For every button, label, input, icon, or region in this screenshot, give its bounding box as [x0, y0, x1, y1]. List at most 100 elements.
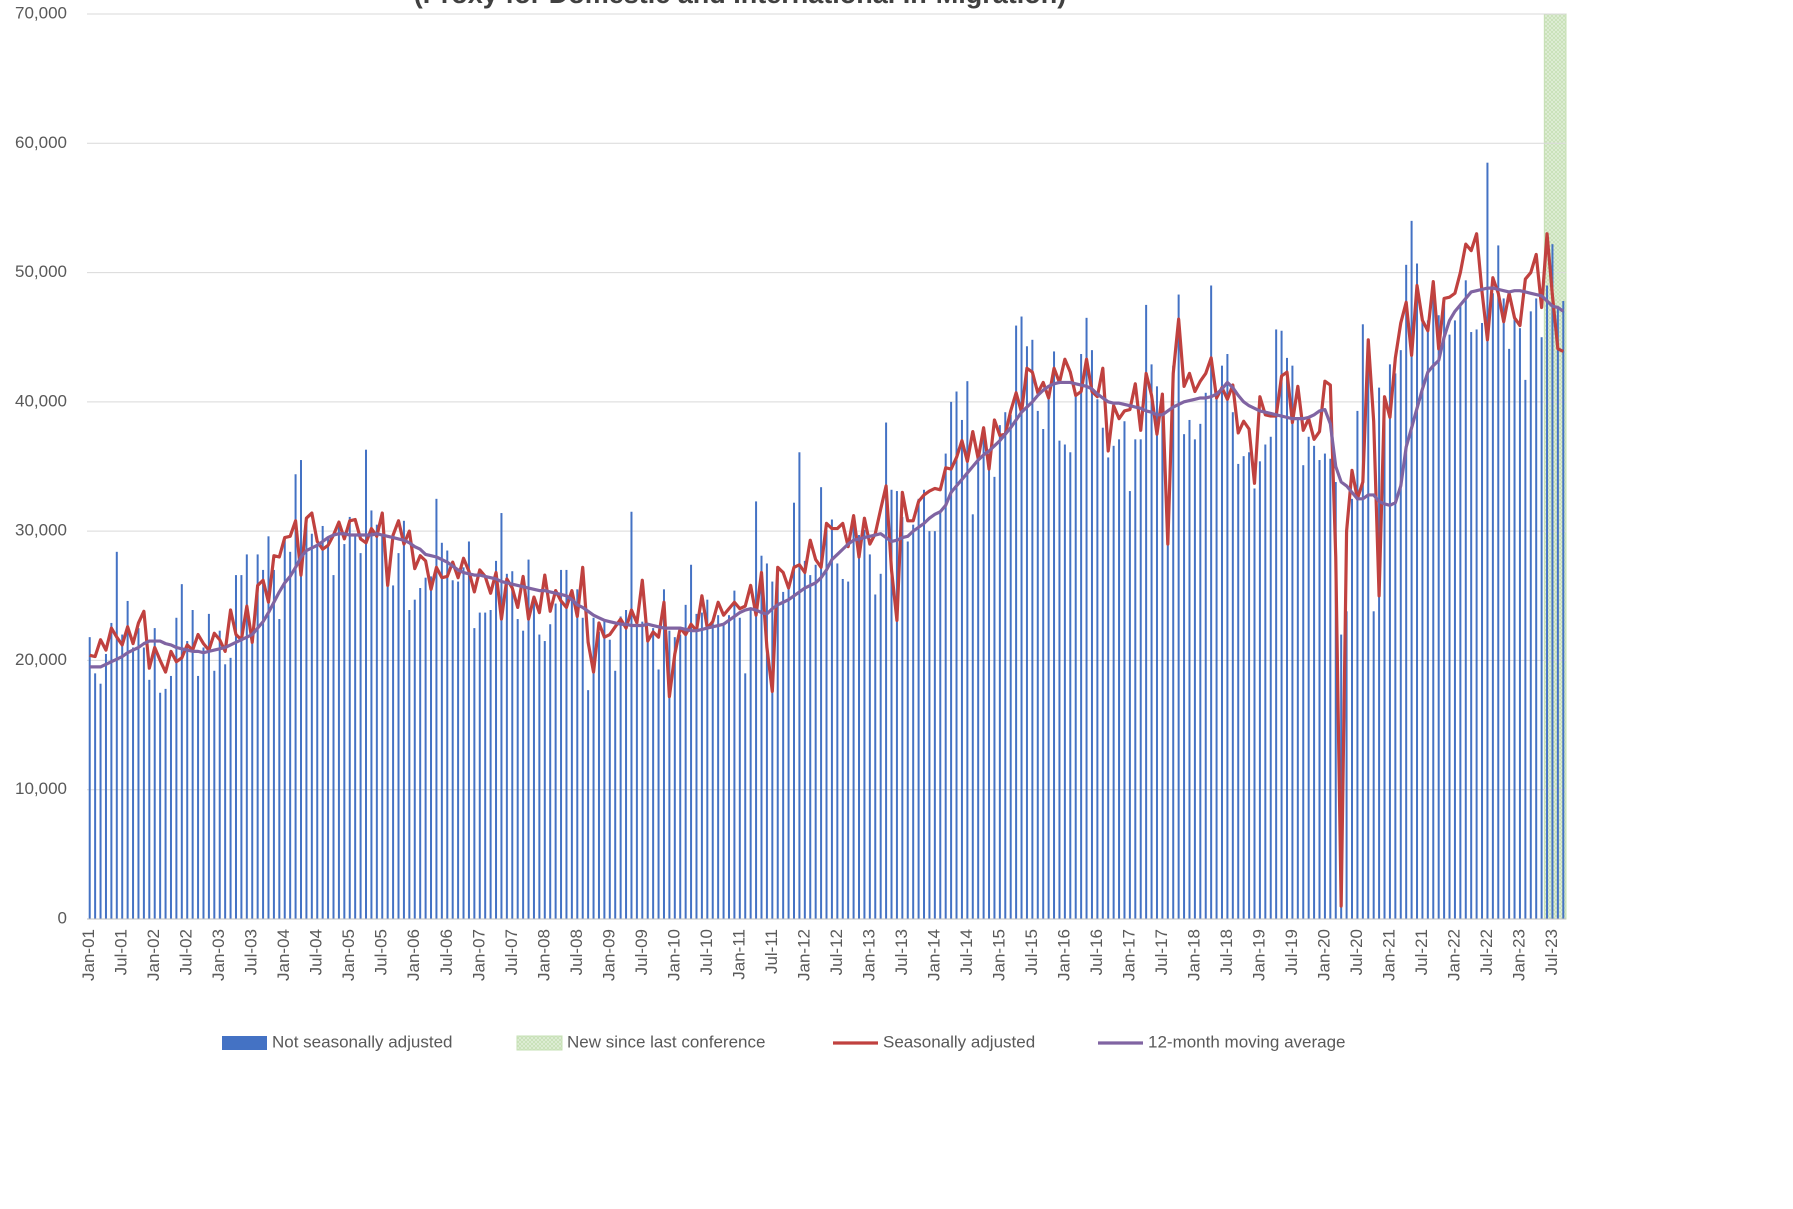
bar — [1177, 294, 1180, 919]
bar — [397, 553, 400, 919]
bar — [1047, 394, 1050, 920]
x-tick-label: Jan-13 — [859, 929, 878, 981]
bar — [1513, 316, 1516, 919]
bar — [256, 554, 259, 919]
bar — [272, 569, 275, 919]
bar — [88, 637, 91, 919]
bar — [630, 511, 633, 919]
bar — [1540, 337, 1543, 919]
bar — [1285, 357, 1288, 919]
legend-label: 12-month moving average — [1148, 1032, 1346, 1051]
bar — [993, 476, 996, 919]
x-tick-label: Jul-16 — [1087, 929, 1106, 975]
bar — [787, 585, 790, 919]
bar — [1443, 303, 1446, 920]
bar — [457, 581, 460, 919]
bar — [430, 576, 433, 919]
bar — [1318, 460, 1321, 919]
bar — [1562, 301, 1565, 919]
bar — [543, 641, 546, 919]
x-tick-label: Jul-19 — [1282, 929, 1301, 975]
bar — [1063, 444, 1066, 919]
bar — [1280, 330, 1283, 919]
bar — [1237, 463, 1240, 919]
bar — [1556, 308, 1559, 919]
line-series — [89, 286, 1565, 669]
x-tick-label: Jul-23 — [1542, 929, 1561, 975]
bar — [354, 533, 357, 919]
bar — [527, 559, 530, 919]
bar — [749, 608, 752, 919]
bar — [554, 603, 557, 919]
bar — [1394, 373, 1397, 919]
bar — [375, 524, 378, 919]
x-tick-label: Jul-11 — [762, 929, 781, 974]
bar — [1226, 354, 1229, 919]
bar — [955, 391, 958, 919]
bar — [1524, 379, 1527, 920]
bar — [684, 604, 687, 919]
bar — [1459, 303, 1462, 920]
bar — [885, 422, 888, 919]
bar — [343, 544, 346, 919]
x-tick-label: Jan-21 — [1379, 929, 1398, 981]
bar — [1204, 392, 1207, 919]
bar — [1220, 365, 1223, 920]
bar — [803, 560, 806, 919]
bar — [1291, 365, 1294, 920]
bar — [673, 637, 676, 919]
bar — [1497, 245, 1500, 919]
x-tick-label: Jul-08 — [567, 929, 586, 975]
y-tick-label: 10,000 — [15, 779, 67, 798]
bar — [505, 573, 508, 919]
bar — [1307, 436, 1310, 919]
x-tick-label: Jul-14 — [957, 929, 976, 975]
bar — [299, 460, 302, 919]
bar — [706, 599, 709, 919]
bar — [1085, 317, 1088, 920]
bar — [522, 630, 525, 919]
bar — [251, 634, 254, 919]
bar — [1275, 329, 1278, 919]
bar — [413, 599, 416, 919]
bar — [516, 619, 519, 919]
bar — [262, 569, 265, 919]
bar — [1356, 410, 1359, 919]
bar — [332, 575, 335, 919]
bar — [1009, 414, 1012, 919]
x-tick-label: Jul-18 — [1217, 929, 1236, 975]
bar — [1302, 465, 1305, 919]
bar — [560, 569, 563, 919]
bar — [1128, 491, 1131, 919]
x-tick-label: Jan-12 — [794, 929, 813, 981]
x-tick-label: Jul-03 — [242, 929, 261, 975]
x-tick-label: Jan-05 — [339, 929, 358, 981]
bar — [1453, 320, 1456, 920]
bar — [755, 501, 758, 919]
legend-label: Seasonally adjusted — [883, 1032, 1035, 1051]
bar — [115, 551, 118, 919]
bar — [207, 613, 210, 919]
bar — [760, 555, 763, 919]
bar — [1090, 350, 1093, 920]
bar — [635, 625, 638, 919]
x-tick-label: Jan-22 — [1444, 929, 1463, 981]
bar — [944, 453, 947, 919]
bar — [608, 639, 611, 919]
bar — [1134, 439, 1137, 919]
legend-swatch — [516, 1035, 563, 1051]
bar — [1058, 440, 1061, 919]
bar — [484, 612, 487, 919]
bar — [202, 647, 205, 919]
legend-label: Not seasonally adjusted — [272, 1032, 453, 1051]
bar — [137, 628, 140, 919]
bar — [1166, 518, 1169, 919]
bar — [1345, 611, 1348, 919]
bar — [283, 536, 286, 919]
bar — [1069, 452, 1072, 919]
bar — [489, 610, 492, 919]
x-tick-label: Jan-18 — [1184, 929, 1203, 981]
bar — [164, 688, 167, 919]
bar — [1367, 359, 1370, 919]
bar — [1269, 436, 1272, 919]
